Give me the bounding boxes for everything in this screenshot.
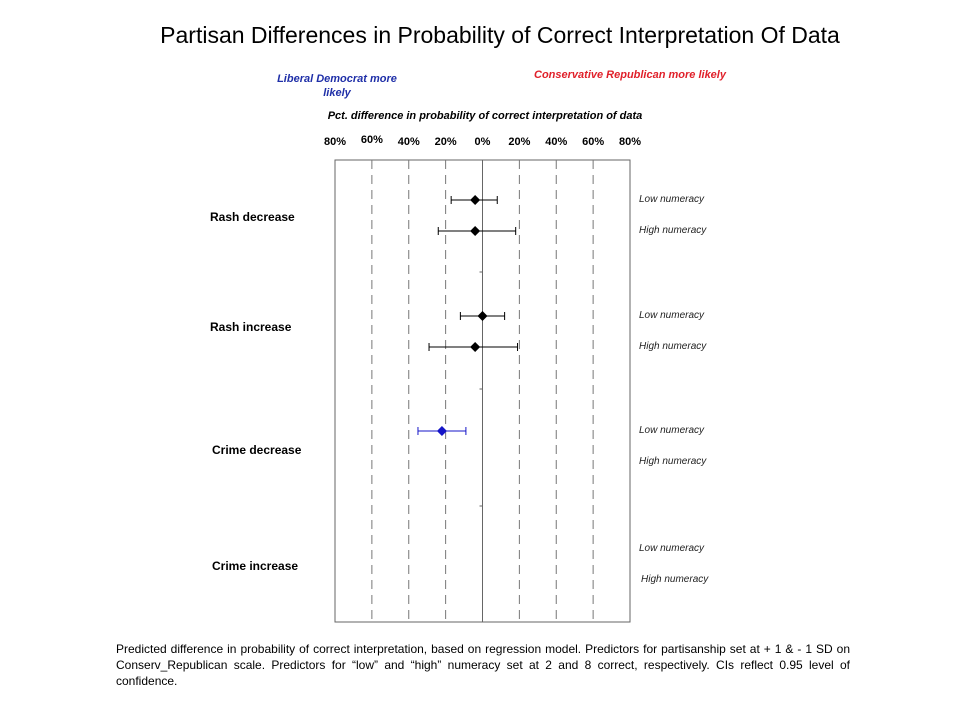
numeracy-label: Low numeracy [639,543,705,554]
numeracy-label: High numeracy [639,456,707,467]
point-marker [470,342,481,352]
category-label: Crime decrease [212,443,302,457]
x-tick-label: 20% [434,136,457,148]
category-label: Rash decrease [210,210,295,224]
chart-title: Partisan Differences in Probability of C… [160,22,840,48]
x-tick-label: 60% [360,134,383,146]
point-marker [436,426,447,436]
conservative-annotation: Conservative Republican more likely [534,69,726,81]
x-tick-label: 20% [508,136,531,148]
numeracy-label: High numeracy [639,341,707,352]
x-tick-label: 40% [397,136,420,148]
x-tick-label: 80% [618,136,642,148]
numeracy-label: High numeracy [641,574,709,585]
numeracy-label: Low numeracy [639,194,705,205]
point-marker [470,226,481,236]
liberal-annotation: Liberal Democrat more likely [277,73,397,99]
numeracy-label: Low numeracy [639,310,705,321]
numeracy-label: High numeracy [639,225,707,236]
x-axis-title: Pct. difference in probability of correc… [327,110,643,122]
point-marker [477,311,488,321]
category-label: Rash increase [210,320,292,334]
x-tick-label: 40% [545,136,568,148]
footnote: Predicted difference in probability of c… [116,642,850,688]
x-tick-label: 60% [582,136,605,148]
x-tick-label: 80% [323,136,347,148]
category-label: Crime increase [212,559,299,573]
x-tick-label: 0% [474,136,491,148]
numeracy-label: Low numeracy [639,425,705,436]
point-marker [470,195,481,205]
